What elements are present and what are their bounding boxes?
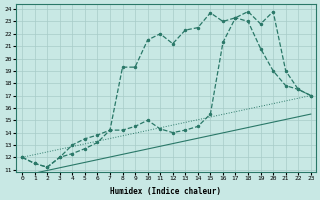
X-axis label: Humidex (Indice chaleur): Humidex (Indice chaleur) — [110, 187, 221, 196]
